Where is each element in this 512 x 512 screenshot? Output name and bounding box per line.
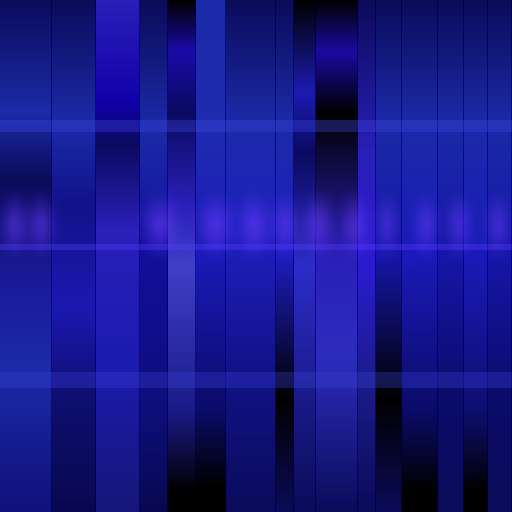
violet-glow — [300, 190, 336, 260]
violet-glow — [196, 190, 236, 260]
vertical-stripe — [96, 0, 140, 512]
violet-glow — [340, 190, 370, 260]
violet-glow — [486, 190, 510, 260]
violet-glow — [414, 190, 438, 260]
violet-glow — [376, 190, 398, 260]
violet-glow — [140, 190, 180, 260]
vertical-stripe — [464, 0, 488, 512]
violet-glow — [236, 190, 272, 260]
vertical-stripe — [168, 0, 196, 512]
vertical-stripe — [52, 0, 96, 512]
violet-glow — [446, 190, 472, 260]
violet-glow — [26, 190, 56, 260]
violet-glow — [270, 190, 300, 260]
